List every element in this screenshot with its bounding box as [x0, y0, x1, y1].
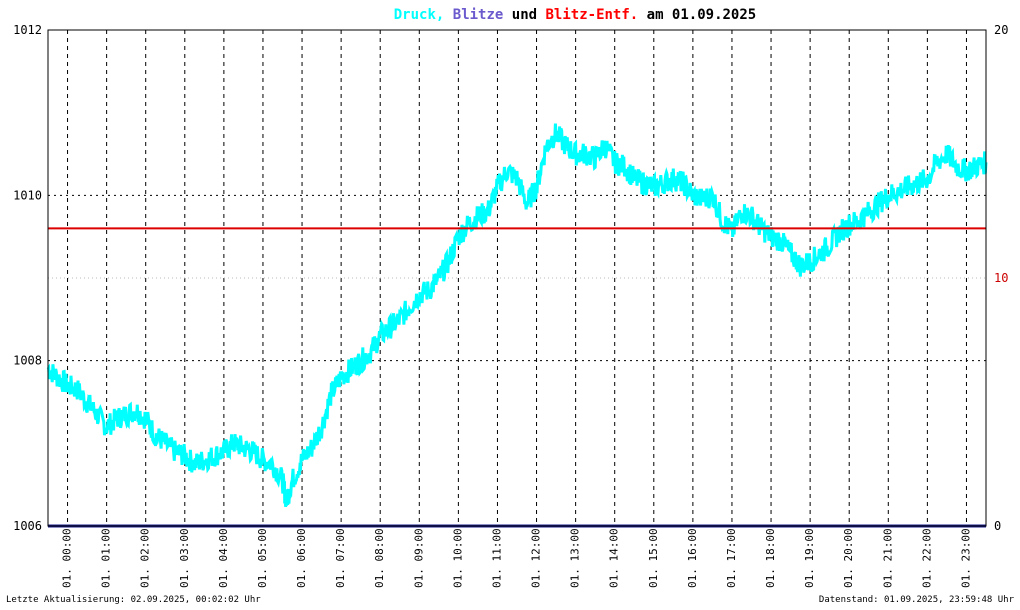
x-tick-label: 01. 20:00	[842, 528, 855, 588]
x-tick-label: 01. 08:00	[373, 528, 386, 588]
x-tick-label: 01. 18:00	[764, 528, 777, 588]
x-tick-label: 01. 17:00	[725, 528, 738, 588]
y-right-tick-label: 10	[994, 271, 1008, 285]
y-left-tick-label: 1006	[13, 519, 42, 533]
x-axis-labels: 01. 00:00 01. 01:00 01. 02:00 01. 03:00 01. …	[61, 528, 973, 588]
footer-data-state: Datenstand: 01.09.2025, 23:59:48 Uhr	[819, 595, 1015, 605]
title-blitze: Blitze	[453, 7, 504, 23]
footer-last-update: Letzte Aktualisierung: 02.09.2025, 00:02…	[6, 595, 261, 605]
x-tick-label: 01. 02:00	[139, 528, 152, 588]
chart-title: Druck, Blitze und Blitz-Entf. am 01.09.2…	[394, 7, 756, 23]
grid-lines	[48, 30, 986, 526]
x-tick-label: 01. 04:00	[217, 528, 230, 588]
plot-frame	[47, 29, 987, 527]
x-tick-label: 01. 12:00	[530, 528, 543, 588]
x-tick-label: 01. 16:00	[686, 528, 699, 588]
x-tick-label: 01. 10:00	[451, 528, 464, 588]
title-blitz-entf: Blitz-Entf.	[546, 7, 639, 23]
y-right-tick-label: 0	[994, 519, 1001, 533]
y-left-tick-label: 1012	[13, 23, 42, 37]
x-tick-label: 01. 01:00	[100, 528, 113, 588]
x-tick-label: 01. 21:00	[881, 528, 894, 588]
x-tick-label: 01. 22:00	[920, 528, 933, 588]
x-tick-label: 01. 09:00	[412, 528, 425, 588]
title-space	[444, 7, 452, 23]
y-left-tick-label: 1008	[13, 354, 42, 368]
x-tick-label: 01. 13:00	[569, 528, 582, 588]
x-tick-label: 01. 14:00	[608, 528, 621, 588]
x-tick-label: 01. 05:00	[256, 528, 269, 588]
y-axis-labels: 1006 1008 1010 1012 0 10 20	[13, 23, 1008, 533]
y-left-tick-label: 1010	[13, 188, 42, 202]
x-tick-label: 01. 15:00	[647, 528, 660, 588]
title-druck: Druck,	[394, 7, 445, 23]
x-tick-label: 01. 23:00	[959, 528, 972, 588]
series-druck	[46, 123, 988, 507]
x-tick-label: 01. 07:00	[334, 528, 347, 588]
y-right-tick-label: 20	[994, 23, 1008, 37]
x-tick-label: 01. 00:00	[61, 528, 74, 588]
x-tick-label: 01. 11:00	[490, 528, 503, 588]
x-tick-label: 01. 06:00	[295, 528, 308, 588]
title-date: am 01.09.2025	[638, 7, 756, 23]
x-tick-label: 01. 19:00	[803, 528, 816, 588]
x-tick-label: 01. 03:00	[178, 528, 191, 588]
title-und: und	[503, 7, 545, 23]
